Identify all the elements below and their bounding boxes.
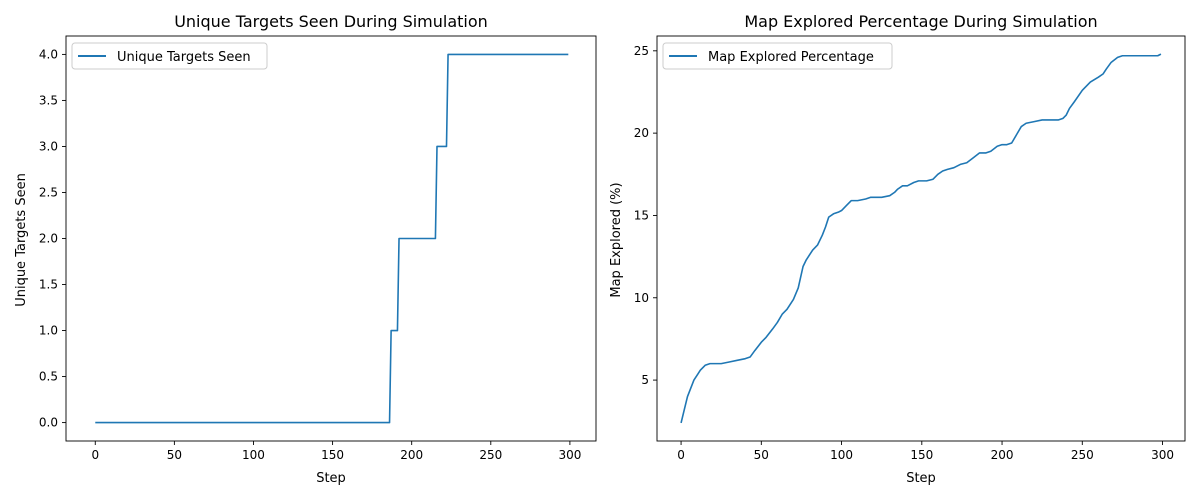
axes-frame bbox=[656, 35, 1186, 442]
y-tick-label: 25 bbox=[634, 44, 649, 58]
y-axis-label: Map Explored (%) bbox=[609, 182, 624, 297]
plot-area: 0 50 100 150 200 250 300 5 10 15 20 25 bbox=[634, 35, 1186, 462]
y-tick-label: 10 bbox=[634, 291, 649, 305]
y-tick-label: 2.5 bbox=[39, 185, 58, 199]
legend: Unique Targets Seen bbox=[71, 42, 268, 70]
y-tick-label: 4.0 bbox=[39, 47, 58, 61]
x-tick-label: 300 bbox=[1151, 448, 1174, 462]
series-line bbox=[95, 53, 569, 424]
x-tick-label: 150 bbox=[321, 448, 344, 462]
y-tick-label: 5 bbox=[641, 373, 649, 387]
chart-map-explored: Map Explored Percentage During Simulatio… bbox=[609, 12, 1186, 486]
x-tick-label: 200 bbox=[991, 448, 1014, 462]
x-tick-label: 100 bbox=[242, 448, 265, 462]
legend-label: Map Explored Percentage bbox=[708, 50, 874, 65]
x-tick-label: 250 bbox=[479, 448, 502, 462]
y-tick-label: 1.5 bbox=[39, 278, 58, 292]
x-tick-label: 100 bbox=[830, 448, 853, 462]
x-tick-label: 250 bbox=[1071, 448, 1094, 462]
chart-unique-targets: Unique Targets Seen During Simulation 0 5… bbox=[14, 12, 597, 486]
y-tick-label: 3.0 bbox=[39, 139, 58, 153]
y-tick-label: 3.5 bbox=[39, 93, 58, 107]
series-line bbox=[680, 53, 1162, 424]
x-tick-label: 50 bbox=[754, 448, 769, 462]
legend: Map Explored Percentage bbox=[662, 42, 893, 70]
x-tick-label: 150 bbox=[910, 448, 933, 462]
x-axis-label: Step bbox=[906, 471, 936, 486]
x-tick-label: 300 bbox=[558, 448, 581, 462]
chart-title: Unique Targets Seen During Simulation bbox=[174, 12, 488, 31]
x-tick-label: 200 bbox=[400, 448, 423, 462]
chart-title: Map Explored Percentage During Simulatio… bbox=[744, 12, 1097, 31]
y-tick-label: 20 bbox=[634, 126, 649, 140]
plot-area: 0 50 100 150 200 250 300 0.0 0.5 1.0 1.5 2.0 2.5 3.0 3… bbox=[39, 35, 597, 462]
x-tick-label: 50 bbox=[167, 448, 182, 462]
y-tick-label: 0.5 bbox=[39, 370, 58, 384]
y-tick-label: 1.0 bbox=[39, 324, 58, 338]
y-tick-label: 0.0 bbox=[39, 416, 58, 430]
legend-label: Unique Targets Seen bbox=[117, 50, 251, 65]
y-axis-label: Unique Targets Seen bbox=[14, 173, 29, 307]
x-tick-label: 0 bbox=[677, 448, 685, 462]
legend-box bbox=[662, 42, 893, 70]
x-axis-label: Step bbox=[316, 471, 346, 486]
x-tick-label: 0 bbox=[91, 448, 99, 462]
y-tick-label: 2.0 bbox=[39, 232, 58, 246]
y-tick-label: 15 bbox=[634, 208, 649, 222]
legend-box bbox=[71, 42, 268, 70]
